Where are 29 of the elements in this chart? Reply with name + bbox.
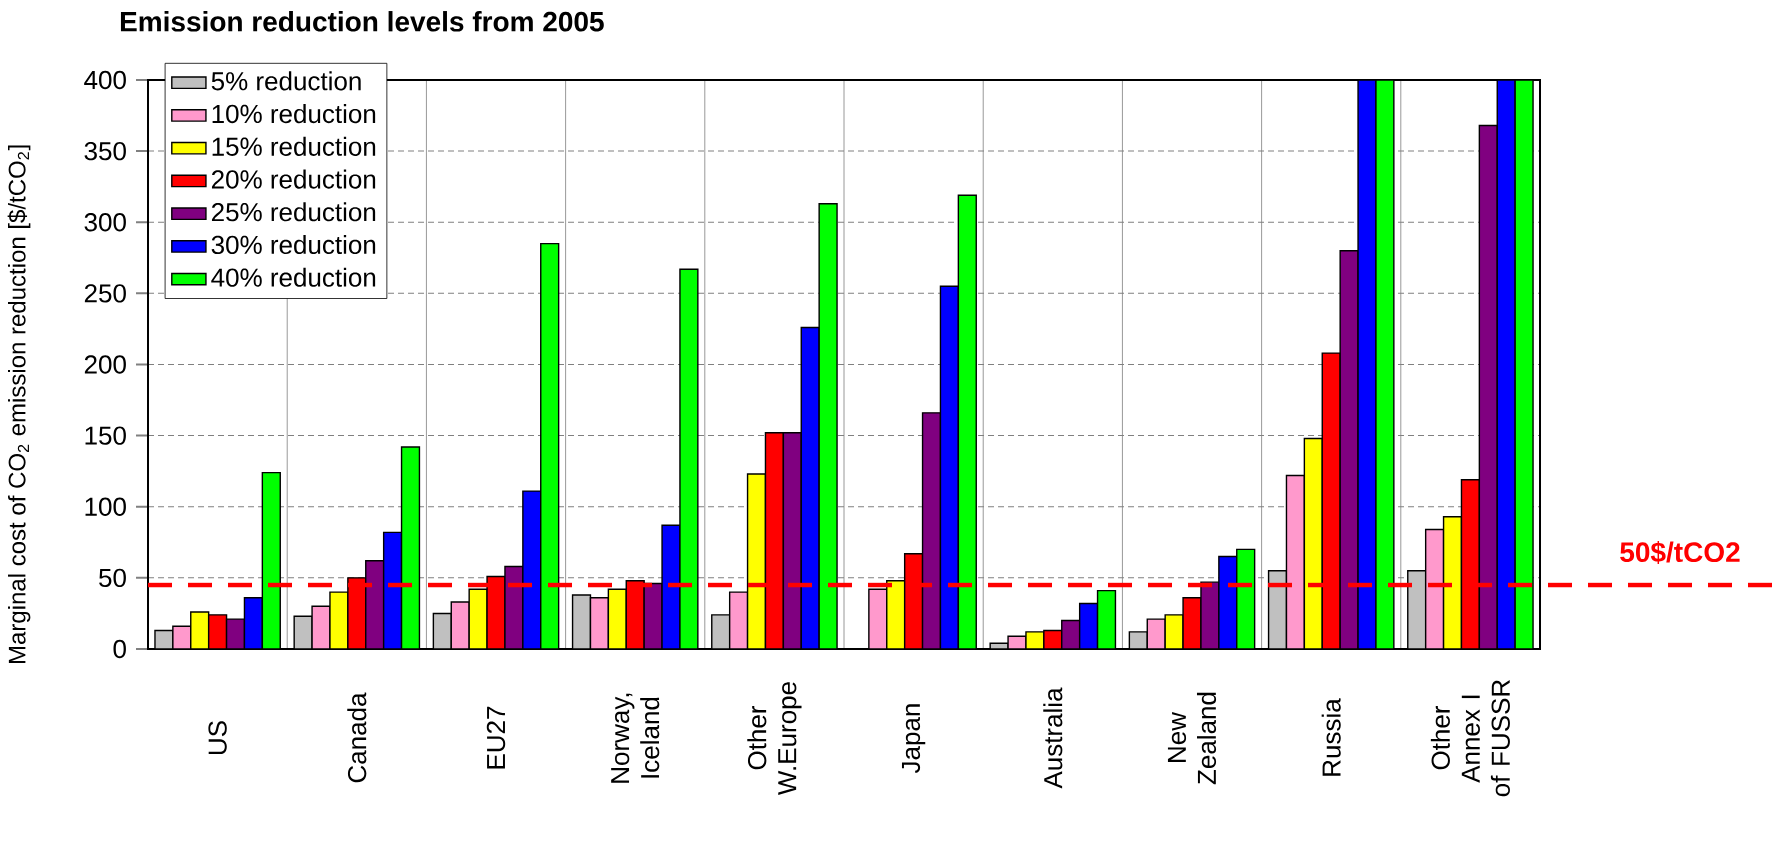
x-tick-label: Canada (347, 692, 367, 783)
legend-label: 5% reduction (211, 71, 361, 91)
x-tick-label: EU27 (486, 706, 506, 769)
x-tick-label: Other W.Europe (747, 682, 802, 796)
y-tick-label: 400 (84, 70, 126, 90)
x-tick-label: US (208, 721, 227, 755)
x-tick-label: Other Annex I of FUSSR (1430, 680, 1510, 797)
legend-label: 10% reduction (212, 104, 376, 124)
y-tick-label: 0 (113, 639, 126, 659)
x-tick-label: Russia (1321, 698, 1341, 776)
y-tick-label: 100 (85, 497, 126, 516)
legend-label: 25% reduction (211, 202, 376, 222)
ref-line-label: 50$/tCO2 (1620, 541, 1740, 564)
x-tick-label: Norway, Iceland (611, 693, 660, 783)
y-tick-label: 350 (84, 141, 126, 161)
y-tick-label: 200 (84, 355, 126, 374)
legend-label: 40% reduction (211, 267, 376, 287)
x-tick-label: Australia (1043, 687, 1063, 789)
legend-label: 15% reduction (212, 136, 376, 156)
x-tick-label: Japan (901, 704, 926, 774)
legend-label: 30% reduction (211, 235, 376, 255)
chart-title: Emission reduction levels from 2005 (120, 11, 604, 32)
y-tick-label: 250 (84, 284, 126, 303)
x-tick-label: New Zealand (1167, 692, 1217, 785)
legend-label: 20% reduction (211, 169, 376, 189)
y-tick-label: 50 (99, 568, 126, 588)
y-axis-title: Marginal cost of CO$_{2}$ emission reduction [$/tCO$_{2}$] (7, 145, 31, 664)
y-tick-label: 300 (84, 213, 126, 232)
y-tick-label: 150 (85, 426, 126, 445)
